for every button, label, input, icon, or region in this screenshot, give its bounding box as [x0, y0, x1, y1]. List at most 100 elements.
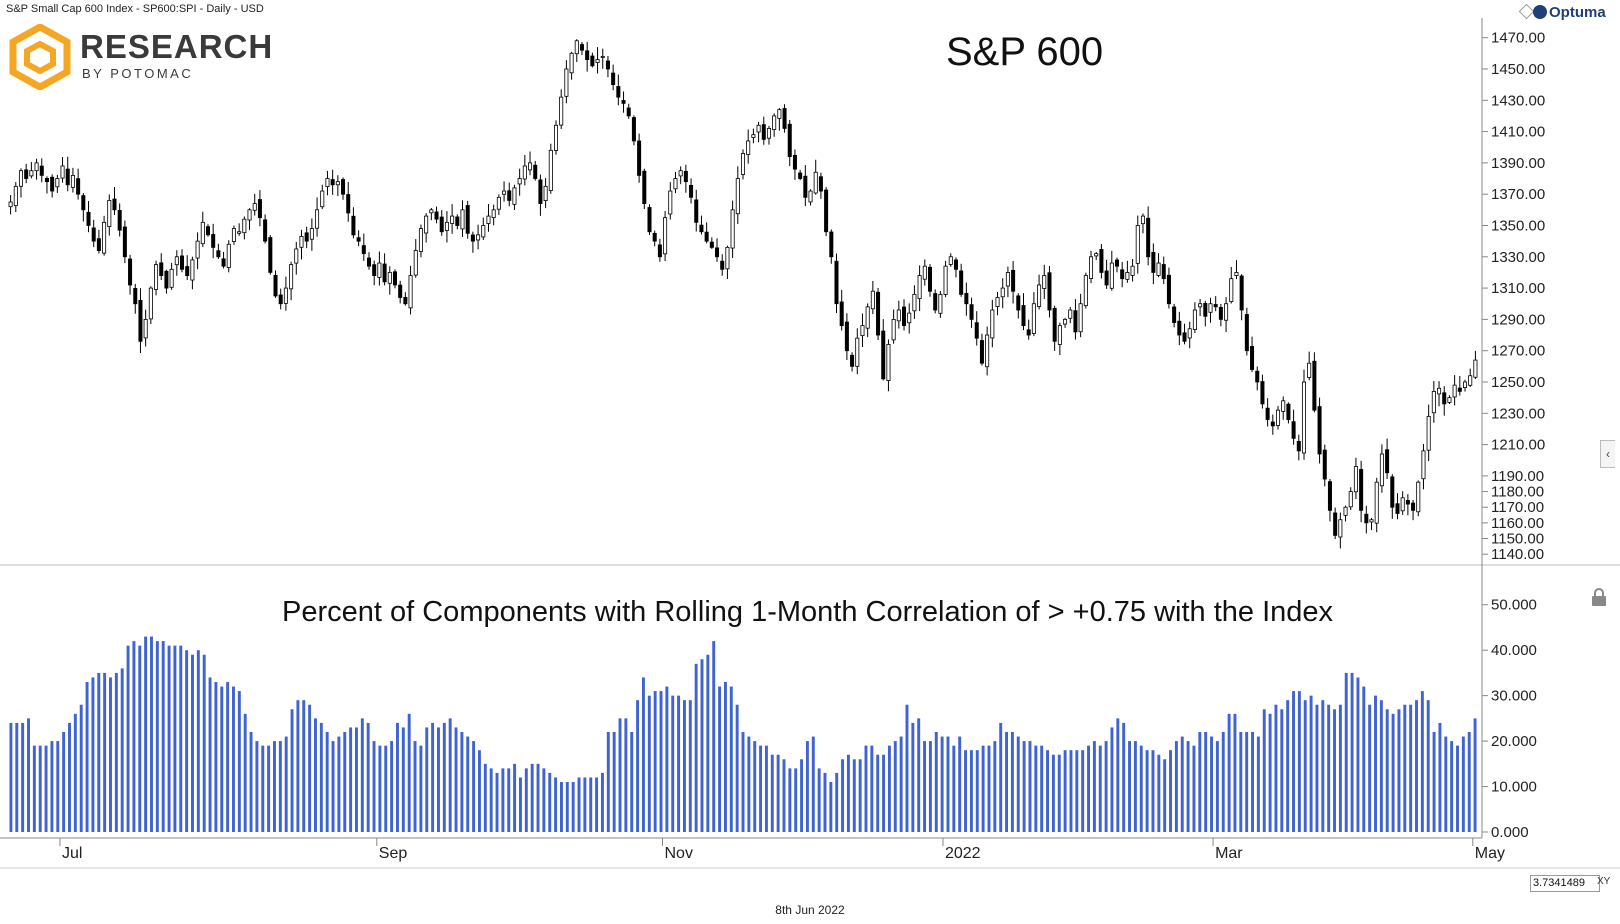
correlation-bar — [495, 772, 499, 832]
correlation-bar — [835, 772, 839, 832]
candle — [730, 209, 735, 249]
candle — [507, 190, 512, 201]
candle — [294, 248, 299, 264]
correlation-bar — [249, 732, 253, 832]
y-tick-label: 1210.00 — [1491, 437, 1545, 454]
correlation-bar — [27, 718, 30, 832]
y-tick-label: 1140.00 — [1491, 546, 1544, 563]
correlation-bar — [366, 722, 370, 832]
candle — [195, 240, 200, 259]
correlation-bar — [15, 722, 19, 832]
x-tick-label: Sep — [379, 845, 408, 862]
candle — [1348, 491, 1353, 508]
candle — [1161, 264, 1166, 280]
correlation-bar — [507, 768, 511, 832]
correlation-bar — [999, 722, 1003, 832]
panel-collapse-button[interactable]: ‹ — [1600, 440, 1615, 468]
candle — [1426, 416, 1431, 451]
candle — [917, 275, 922, 300]
candle — [263, 219, 268, 242]
candle — [1031, 303, 1036, 334]
correlation-bar — [1391, 713, 1395, 832]
candle — [356, 237, 361, 242]
optuma-brand-name: Optuma — [1549, 4, 1606, 21]
candle — [699, 224, 704, 233]
correlation-bar — [1110, 727, 1114, 832]
correlation-bar — [419, 745, 423, 832]
candle — [1421, 450, 1426, 480]
correlation-bar — [214, 682, 218, 832]
xy-mode-label[interactable]: XY — [1597, 876, 1611, 887]
candle — [1192, 309, 1197, 330]
candle — [289, 264, 294, 290]
candle — [1390, 476, 1395, 508]
candle — [1130, 265, 1135, 276]
correlation-bar — [612, 732, 616, 832]
correlation-bar — [1327, 704, 1331, 832]
correlation-bar — [577, 777, 581, 832]
correlation-bar — [1180, 736, 1184, 832]
candle — [600, 56, 605, 58]
correlation-bar — [964, 750, 968, 832]
candle — [476, 234, 481, 241]
candle — [933, 293, 938, 311]
y-tick-label: 1170.00 — [1491, 499, 1544, 516]
candle — [870, 290, 875, 310]
correlation-bar — [243, 713, 247, 832]
price-axis[interactable]: 1470.00 1450.00 1430.00 1410.00 1390.00 1370.… — [1482, 30, 1545, 564]
candle — [86, 211, 91, 226]
candle — [626, 107, 631, 117]
correlation-bar — [401, 727, 405, 832]
correlation-bar — [220, 686, 224, 832]
correlation-bar — [1122, 722, 1126, 832]
candle — [1359, 469, 1364, 511]
research-logo: RESEARCH BY POTOMAC — [8, 22, 272, 92]
candle — [138, 299, 143, 342]
candle — [979, 340, 984, 364]
candle — [330, 179, 335, 186]
candle — [1182, 332, 1187, 342]
lock-icon[interactable] — [1591, 588, 1607, 606]
correlation-bar — [882, 754, 886, 832]
candle — [1239, 275, 1244, 311]
candle — [824, 189, 829, 233]
candle — [1016, 295, 1021, 311]
correlation-bar — [325, 732, 329, 832]
y-tick-label: 1310.00 — [1491, 280, 1545, 297]
y-tick-label: 1290.00 — [1491, 311, 1545, 328]
candle — [455, 216, 460, 226]
candle — [185, 266, 190, 276]
correlation-bar — [1034, 745, 1038, 832]
correlation-bar — [290, 709, 294, 832]
correlation-bar — [150, 636, 153, 832]
correlation-bar — [191, 654, 194, 832]
correlation-bar — [237, 691, 241, 832]
correlation-bar — [1210, 736, 1213, 832]
candle — [1301, 381, 1306, 454]
correlation-bar — [173, 645, 177, 832]
percent-axis[interactable]: 0.000 10.000 20.000 30.000 40.000 50.000 — [1482, 597, 1537, 841]
correlation-bar — [559, 782, 563, 832]
candle — [29, 170, 34, 177]
correlation-bar — [595, 777, 599, 832]
date-axis[interactable]: Jul Sep Nov 2022 Mar May — [59, 838, 1505, 862]
correlation-bar — [1438, 722, 1442, 832]
correlation-bar — [993, 741, 997, 832]
correlation-bar — [413, 741, 417, 832]
candle — [902, 306, 907, 327]
correlation-bar — [501, 768, 505, 832]
correlation-bar — [85, 682, 89, 832]
candle — [792, 154, 797, 170]
candle — [907, 312, 912, 324]
correlation-bar — [38, 745, 42, 832]
correlation-bar — [1251, 732, 1254, 832]
candle — [1291, 421, 1296, 439]
y-tick-label: 0.000 — [1491, 824, 1529, 841]
candle — [522, 165, 527, 180]
correlation-bar — [185, 650, 189, 832]
candle — [1042, 275, 1047, 289]
correlation-bar — [454, 727, 458, 832]
correlation-bar — [68, 722, 71, 832]
candle — [1011, 269, 1016, 292]
candle — [922, 265, 927, 280]
